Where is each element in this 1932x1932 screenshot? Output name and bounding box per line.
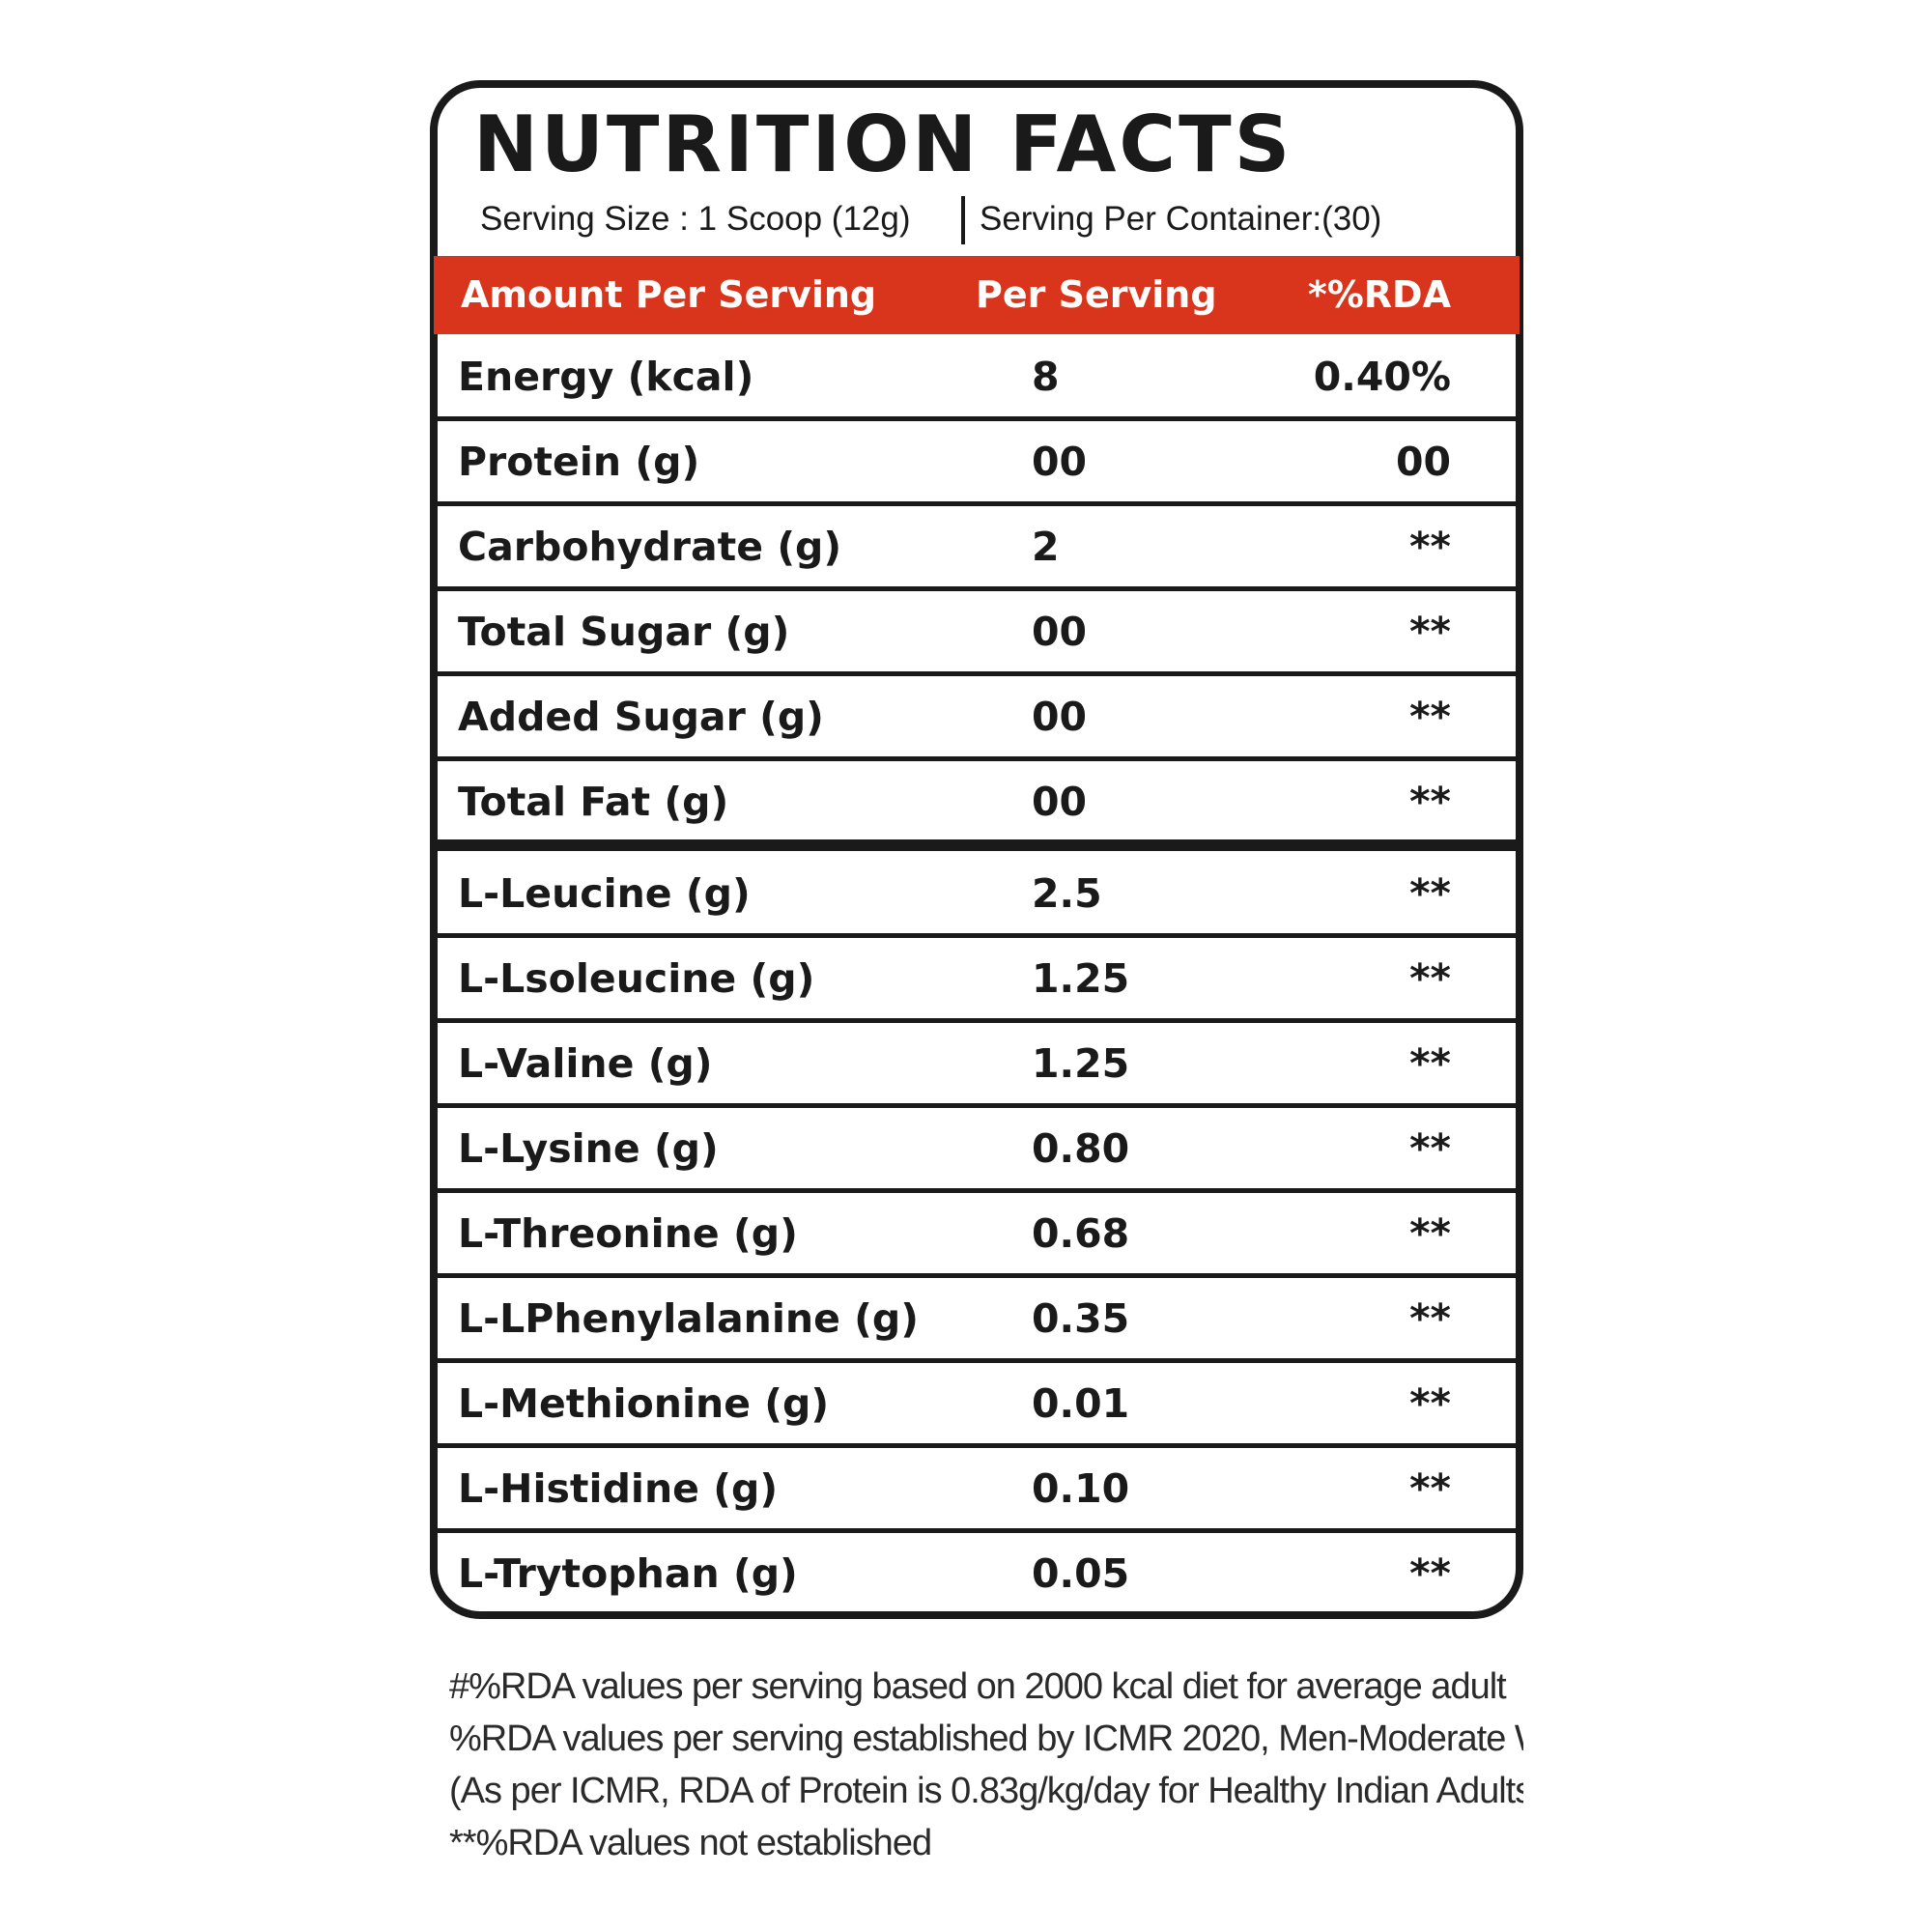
row-divider: [434, 671, 1520, 676]
rda: **: [1409, 609, 1451, 655]
rda: **: [1409, 524, 1451, 570]
footnote: **%RDA values not established: [449, 1823, 932, 1863]
nutrient-name: Total Fat (g): [458, 779, 729, 825]
nutrient-name: L-Lsoleucine (g): [458, 955, 815, 1002]
row-divider: [434, 586, 1520, 591]
rda: **: [1409, 1550, 1451, 1597]
row-divider: [434, 1528, 1520, 1533]
per-serving: 2.5: [1032, 870, 1102, 917]
column-header: *%RDA: [1307, 273, 1451, 316]
rda: **: [1409, 1295, 1451, 1342]
row-divider: [434, 1358, 1520, 1363]
serving-size: Serving Size : 1 Scoop (12g): [480, 200, 911, 238]
per-serving: 1.25: [1032, 955, 1130, 1002]
row-divider: [434, 501, 1520, 506]
per-serving: 0.05: [1032, 1550, 1130, 1597]
rda: **: [1409, 870, 1451, 917]
per-serving: 0.35: [1032, 1295, 1130, 1342]
row-divider: [434, 1018, 1520, 1023]
nutrient-name: Added Sugar (g): [458, 694, 824, 740]
table-header: [434, 256, 1520, 334]
nutrient-name: Carbohydrate (g): [458, 524, 842, 570]
per-serving: 0.10: [1032, 1465, 1130, 1512]
nutrient-name: Energy (kcal): [458, 354, 754, 400]
nutrient-name: L-Histidine (g): [458, 1465, 779, 1512]
column-header: Per Serving: [976, 273, 1217, 316]
servings-per-container: Serving Per Container:(30): [980, 200, 1382, 238]
nutrient-name: L-Valine (g): [458, 1040, 713, 1087]
rda: **: [1409, 1040, 1451, 1087]
per-serving: 00: [1032, 694, 1088, 740]
footnote: (As per ICMR, RDA of Protein is 0.83g/kg…: [449, 1771, 1523, 1811]
row-divider: [434, 1443, 1520, 1448]
separator: [961, 196, 965, 244]
row-divider: [434, 1103, 1520, 1108]
nutrient-name: L-Leucine (g): [458, 870, 751, 917]
per-serving: 0.80: [1032, 1125, 1130, 1172]
nutrient-name: L-Methionine (g): [458, 1380, 830, 1427]
footnote: %RDA values per serving established by I…: [449, 1719, 1523, 1759]
footnote: #%RDA values per serving based on 2000 k…: [449, 1666, 1507, 1707]
group-divider: [434, 839, 1520, 851]
nutrient-name: L-Threonine (g): [458, 1210, 798, 1257]
rda: **: [1409, 1465, 1451, 1512]
title: NUTRITION FACTS: [473, 99, 1293, 189]
per-serving: 0.68: [1032, 1210, 1130, 1257]
per-serving: 00: [1032, 609, 1088, 655]
rda: 0.40%: [1313, 354, 1451, 400]
per-serving: 00: [1032, 779, 1088, 825]
per-serving: 2: [1032, 524, 1060, 570]
rda: **: [1409, 779, 1451, 825]
per-serving: 8: [1032, 354, 1060, 400]
nutrient-name: L-Trytophan (g): [458, 1550, 798, 1597]
row-divider: [434, 933, 1520, 938]
rda: **: [1409, 955, 1451, 1002]
rda: **: [1409, 1125, 1451, 1172]
rda: **: [1409, 1380, 1451, 1427]
row-divider: [434, 1273, 1520, 1278]
row-divider: [434, 1188, 1520, 1193]
nutrient-name: L-Lysine (g): [458, 1125, 719, 1172]
nutrient-name: L-LPhenylalanine (g): [458, 1295, 920, 1342]
rda: **: [1409, 694, 1451, 740]
nutrient-name: Total Sugar (g): [458, 609, 790, 655]
rda: 00: [1395, 439, 1451, 485]
per-serving: 1.25: [1032, 1040, 1130, 1087]
nutrient-name: Protein (g): [458, 439, 700, 485]
row-divider: [434, 416, 1520, 421]
row-divider: [434, 756, 1520, 761]
per-serving: 00: [1032, 439, 1088, 485]
column-header: Amount Per Serving: [461, 273, 877, 316]
per-serving: 0.01: [1032, 1380, 1130, 1427]
rda: **: [1409, 1210, 1451, 1257]
